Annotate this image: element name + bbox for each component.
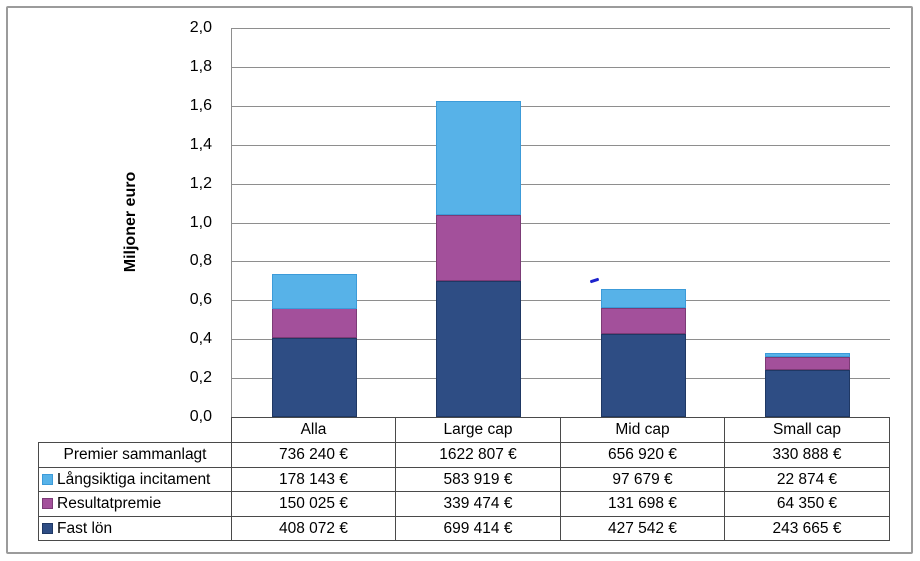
value-cell: 64 350 € [724, 491, 890, 517]
bar-segment-fast-l-n-small-cap [765, 369, 850, 417]
gridline [232, 145, 890, 146]
table-row-langsiktiga-incitament: Långsiktiga incitament 178 143 € 583 919… [38, 467, 890, 492]
bar-segment-resultatpremie-small-cap [765, 357, 850, 370]
legend-swatch-langsiktiga-incitament [42, 473, 53, 485]
legend-label: Resultatpremie [57, 495, 162, 512]
bar-segment-l-ngsiktiga-incitament-large-cap [436, 101, 521, 215]
bar-segment-l-ngsiktiga-incitament-small-cap [765, 352, 850, 358]
legend-label: Långsiktiga incitament [57, 470, 211, 488]
gridline [232, 261, 890, 262]
bar-segment-fast-l-n-large-cap [436, 281, 521, 417]
gridline [232, 300, 890, 301]
bar-segment-l-ngsiktiga-incitament-alla [272, 273, 357, 309]
y-axis-title: Miljoner euro [122, 171, 139, 273]
value-cell: 427 542 € [560, 516, 725, 541]
value-cell: 178 143 € [231, 467, 396, 492]
value-cell: 1622 807 € [395, 442, 561, 468]
row-label-langsiktiga-incitament: Långsiktiga incitament [38, 467, 232, 492]
y-tick-label: 1,8 [189, 58, 212, 75]
y-tick-label: 0,6 [189, 291, 212, 308]
bar-segment-resultatpremie-alla [272, 308, 357, 338]
data-table: Alla Large cap Mid cap Small cap Premier… [38, 417, 890, 541]
y-tick-label: 2,0 [189, 19, 212, 36]
column-header-alla: Alla [231, 417, 396, 443]
legend-swatch-fast-lon [42, 522, 53, 534]
value-cell: 699 414 € [395, 516, 561, 541]
row-label-resultatpremie: Resultatpremie [38, 491, 232, 517]
column-header-small-cap: Small cap [724, 417, 890, 443]
value-cell: 330 888 € [724, 442, 890, 468]
y-tick-label: 1,2 [189, 175, 212, 192]
bar-segment-resultatpremie-mid-cap [601, 308, 686, 334]
y-tick-label: 1,4 [189, 136, 212, 153]
bar-segment-l-ngsiktiga-incitament-mid-cap [601, 289, 686, 309]
table-spacer-cell [39, 418, 232, 443]
y-tick-label: 0,4 [189, 330, 212, 347]
value-cell: 656 920 € [560, 442, 725, 468]
stray-mark [589, 277, 600, 284]
y-tick-label: 0,2 [189, 369, 212, 386]
legend-label: Fast lön [57, 519, 113, 537]
gridline [232, 67, 890, 68]
value-cell: 243 665 € [724, 516, 890, 541]
gridline [232, 106, 890, 107]
y-tick-label: 1,0 [189, 214, 212, 231]
row-label-fast-lon: Fast lön [38, 516, 232, 541]
y-tick-label: 0,8 [189, 252, 212, 269]
gridline [232, 28, 890, 29]
gridline [232, 339, 890, 340]
value-cell: 150 025 € [231, 491, 396, 517]
gridline [232, 184, 890, 185]
value-cell: 408 072 € [231, 516, 396, 541]
table-row-resultatpremie: Resultatpremie 150 025 € 339 474 € 131 6… [38, 491, 890, 517]
value-cell: 736 240 € [231, 442, 396, 468]
gridline [232, 223, 890, 224]
bar-segment-fast-l-n-mid-cap [601, 333, 686, 417]
plot-area [231, 28, 890, 417]
legend-swatch-resultatpremie [42, 498, 53, 509]
bar-segment-resultatpremie-large-cap [436, 215, 521, 281]
y-tick-label: 0,0 [189, 408, 212, 425]
value-cell: 339 474 € [395, 491, 561, 517]
row-label-premier-sammanlagt: Premier sammanlagt [38, 442, 232, 468]
bar-segment-fast-l-n-alla [272, 337, 357, 417]
table-row-fast-lon: Fast lön 408 072 € 699 414 € 427 542 € 2… [38, 516, 890, 541]
value-cell: 131 698 € [560, 491, 725, 517]
column-header-large-cap: Large cap [395, 417, 561, 443]
value-cell: 583 919 € [395, 467, 561, 492]
table-row-premier-sammanlagt: Premier sammanlagt 736 240 € 1622 807 € … [38, 442, 890, 468]
value-cell: 97 679 € [560, 467, 725, 492]
y-tick-label: 1,6 [189, 97, 212, 114]
value-cell: 22 874 € [724, 467, 890, 492]
gridline [232, 378, 890, 379]
table-header-row: Alla Large cap Mid cap Small cap [39, 417, 890, 443]
column-header-mid-cap: Mid cap [560, 417, 725, 443]
